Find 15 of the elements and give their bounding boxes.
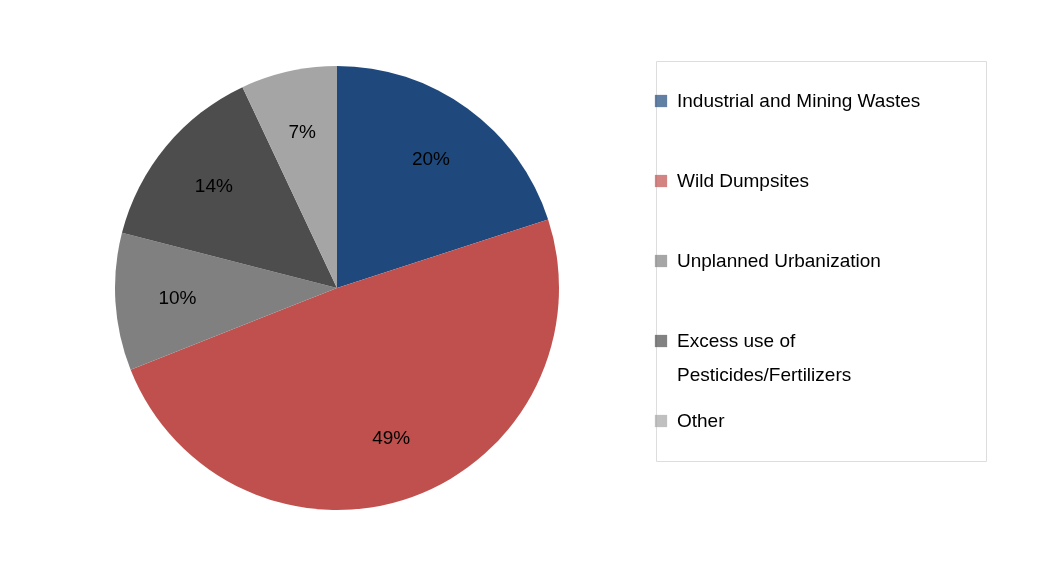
data-label: 49% (372, 427, 411, 449)
data-label: 10% (158, 287, 197, 309)
data-label: 7% (288, 121, 316, 143)
legend-label: Unplanned Urbanization (677, 250, 881, 271)
pie-slice (130, 219, 559, 510)
legend-label: Industrial and Mining Wastes (677, 90, 921, 111)
legend-label: Other (677, 410, 726, 431)
data-label: 20% (411, 147, 451, 169)
pie-slice (242, 66, 337, 288)
pie-slice (115, 232, 337, 370)
data-label: 14% (194, 175, 233, 197)
pie-slice (337, 66, 549, 288)
legend-label: Wild Dumpsites (677, 170, 809, 191)
legend-label: Excess use of Pesticides/Fertilizers (677, 330, 852, 385)
pie-slice (121, 87, 337, 288)
